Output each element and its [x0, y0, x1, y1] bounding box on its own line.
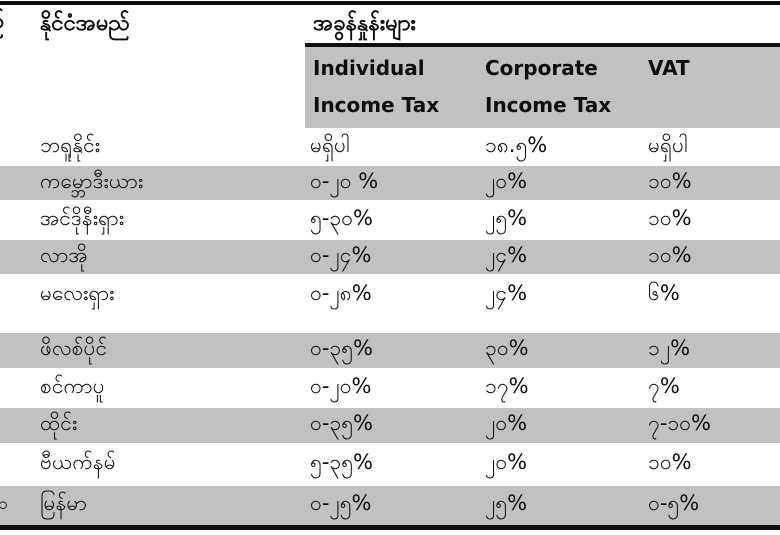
- country-cell: အင်ဒိုနီးရှား: [40, 205, 125, 230]
- table-row-malaysia: မလေးရှား ၀-၂၈% ၂၄% ၆%: [0, 274, 780, 316]
- individual-tax-cell: ၅-၃၅%: [310, 450, 373, 474]
- corporate-tax-cell: ၂၄%: [485, 280, 528, 305]
- corporate-tax-cell: ၂၄%: [485, 242, 528, 267]
- column-header-corporate-income-tax: Corporate Income Tax: [485, 47, 648, 128]
- country-cell: ထိုင်း: [40, 411, 78, 435]
- clipped-serial-header: ဉ်: [0, 6, 4, 39]
- clipped-serial-number: ၀: [0, 493, 8, 514]
- country-cell: စင်ကာပူ: [40, 373, 105, 398]
- table-row-indonesia: အင်ဒိုနီးရှား ၅-၃၀% ၂၅% ၁၀%: [0, 200, 780, 240]
- country-cell: မြန်မာ: [40, 491, 88, 515]
- corporate-tax-cell: ၃၀%: [485, 336, 529, 360]
- vat-cell: ၁၀%: [648, 242, 692, 267]
- country-cell: ကမ္ဘောဒီးယား: [40, 168, 144, 193]
- table-row-cambodia: ကမ္ဘောဒီးယား ၀-၂၀ % ၂၀% ၁၀%: [0, 166, 780, 200]
- vat-header-line1: VAT: [648, 56, 690, 80]
- vat-cell: ၀-၅%: [648, 491, 700, 515]
- individual-tax-cell: ၀-၂၀%: [310, 373, 372, 398]
- country-cell: မလေးရှား: [40, 280, 115, 305]
- individual-tax-cell: ၀-၂၄%: [310, 242, 372, 267]
- country-cell: လာအို: [40, 242, 88, 267]
- tax-header-underline: [305, 43, 780, 47]
- column-header-individual-income-tax: Individual Income Tax: [305, 47, 485, 128]
- table-header-row: ဉ် နိုင်ငံအမည် အခွန်နှုန်းများ: [0, 5, 780, 43]
- corporate-tax-cell: ၂၅%: [485, 491, 528, 515]
- individual-tax-cell: ၀-၂၀ %: [310, 168, 379, 193]
- individual-header-line1: Individual: [313, 56, 425, 80]
- table-row-thailand: ထိုင်း ၀-၃၅% ၂၀% ၇-၁၀%: [0, 408, 780, 443]
- row-group-gap: [0, 316, 780, 333]
- country-cell: ဘရူနိုင်း: [40, 132, 101, 157]
- corporate-tax-cell: ၁၈.၅%: [485, 132, 548, 157]
- column-header-country: ဉ် နိုင်ငံအမည်: [0, 8, 305, 41]
- vat-cell: ၁၂%: [648, 336, 691, 360]
- vat-cell: ၁၀%: [648, 205, 692, 230]
- country-cell: ဖိလစ်ပိုင်: [40, 336, 108, 360]
- table-row-singapore: စင်ကာပူ ၀-၂၀% ၁၇% ၇%: [0, 368, 780, 408]
- table-row-brunei: ဘရူနိုင်း မရှိပါ ၁၈.၅% မရှိပါ: [0, 128, 780, 166]
- table-body: ဘရူနိုင်း မရှိပါ ၁၈.၅% မရှိပါ ကမ္ဘောဒီးယ…: [0, 128, 780, 525]
- corporate-tax-cell: ၂၀%: [485, 168, 528, 193]
- table-top-border: [0, 1, 780, 5]
- corporate-tax-cell: ၂၅%: [485, 205, 528, 230]
- corporate-tax-cell: ၂၀%: [485, 450, 528, 474]
- column-header-country-label: နိုင်ငံအမည်: [40, 10, 130, 36]
- vat-cell: ၁၀%: [648, 450, 692, 474]
- table-row-vietnam: ဗီယက်နမ် ၅-၃၅% ၂၀% ၁၀%: [0, 443, 780, 486]
- table-row-philippines: ဖိလစ်ပိုင် ၀-၃၅% ၃၀% ၁၂%: [0, 333, 780, 368]
- vat-cell: မရှိပါ: [648, 132, 688, 157]
- individual-tax-cell: ၀-၂၅%: [310, 491, 372, 515]
- corporate-tax-cell: ၁၇%: [485, 373, 529, 398]
- individual-tax-cell: ၅-၃၀%: [310, 205, 373, 230]
- table-bottom-border: [0, 525, 780, 530]
- table-row-myanmar: ၀ မြန်မာ ၀-၂၅% ၂၅% ၀-၅%: [0, 486, 780, 525]
- individual-tax-cell: ၀-၃၅%: [310, 411, 373, 435]
- sub-header-band: Individual Income Tax Corporate Income T…: [305, 47, 780, 128]
- country-cell: ဗီယက်နမ်: [40, 450, 116, 474]
- corporate-header-line2: Income Tax: [485, 93, 612, 117]
- individual-tax-cell: ၀-၂၈%: [310, 280, 372, 305]
- vat-cell: ၇-၁၀%: [648, 411, 711, 435]
- column-group-header-tax-rates: အခွန်နှုန်းများ: [313, 10, 416, 36]
- individual-tax-cell: မရှိပါ: [310, 132, 350, 157]
- table-row-laos: လာအို ၀-၂၄% ၂၄% ၁၀%: [0, 240, 780, 274]
- column-header-vat: VAT: [648, 47, 780, 128]
- individual-tax-cell: ၀-၃၅%: [310, 336, 373, 360]
- individual-header-line2: Income Tax: [313, 93, 440, 117]
- vat-cell: ၁၀%: [648, 168, 692, 193]
- corporate-tax-cell: ၂၀%: [485, 411, 528, 435]
- corporate-header-line1: Corporate: [485, 56, 598, 80]
- vat-cell: ၇%: [648, 373, 680, 398]
- vat-cell: ၆%: [648, 280, 680, 305]
